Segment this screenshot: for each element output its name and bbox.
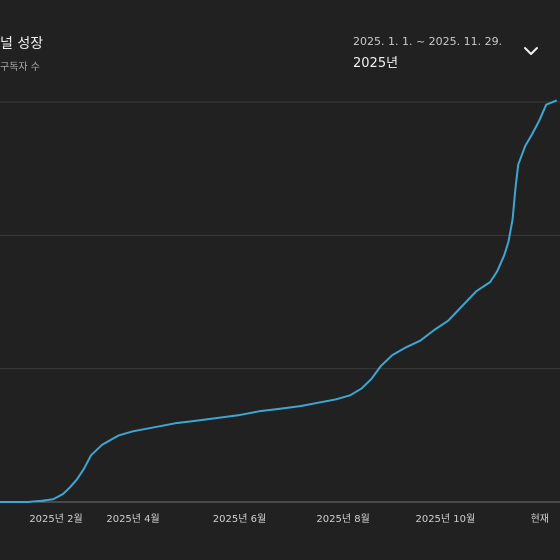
card-title: 널 성장 [0,36,44,52]
x-tick-label: 2025년 2월 [29,513,82,525]
chevron-down-icon[interactable] [520,40,542,62]
x-tick-label: 2025년 10월 [415,513,475,525]
period-label: 2025년 [353,56,399,71]
series-line [0,99,557,503]
metric-label: 구독자 수 [0,62,40,73]
x-tick-label: 2025년 4월 [106,513,159,525]
x-tick-label: 2025년 6월 [213,513,266,525]
date-range-text: 2025. 1. 1. ~ 2025. 11. 29. [353,35,503,48]
x-tick-label: 현재 [531,513,549,525]
x-tick-label: 2025년 8월 [316,513,369,525]
